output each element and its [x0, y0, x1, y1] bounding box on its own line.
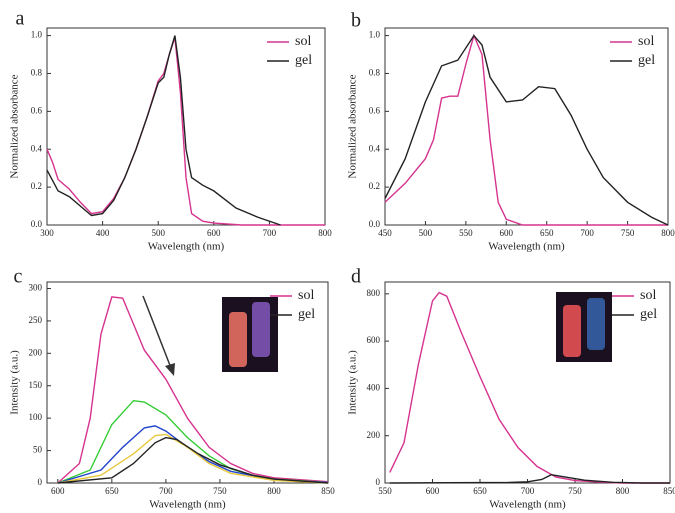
x-tick-label: 600 [207, 228, 221, 238]
y-tick-label: 200 [367, 430, 381, 440]
arrow [142, 295, 172, 369]
y-tick-label: 1.0 [369, 30, 381, 40]
x-tick-label: 750 [213, 486, 227, 496]
line-series [46, 37, 325, 226]
y-axis-title: Intensity (a.u.) [347, 350, 359, 415]
legend-label: gel [638, 53, 655, 68]
panel-label: d [351, 266, 361, 288]
plot-frame [46, 281, 329, 484]
x-tick-label: 500 [151, 228, 165, 238]
vial [252, 302, 270, 357]
line-series [389, 473, 670, 484]
y-tick-label: 400 [367, 382, 381, 392]
y-tick-label: 0.6 [369, 105, 381, 115]
y-axis-title: Intensity (a.u.) [9, 350, 21, 415]
vial [229, 312, 247, 367]
y-tick-label: 200 [29, 347, 43, 357]
x-tick-label: 650 [105, 486, 119, 496]
y-tick-label: 1.0 [31, 30, 43, 40]
plot-frame [384, 27, 669, 226]
y-tick-label: 0.2 [369, 181, 380, 191]
line-series [46, 35, 281, 226]
y-axis-title: Normalized absorbance [347, 74, 359, 178]
x-tick-label: 300 [40, 228, 54, 238]
x-axis-title: Wavelength (nm) [149, 499, 226, 511]
x-tick-label: 800 [318, 228, 332, 238]
x-axis-title: Wavelength (nm) [488, 241, 565, 253]
y-tick-label: 100 [29, 412, 43, 422]
x-tick-label: 700 [521, 486, 535, 496]
x-tick-label: 450 [378, 228, 392, 238]
x-tick-label: 400 [96, 228, 110, 238]
vial [587, 298, 605, 350]
y-tick-label: 0.2 [31, 181, 42, 191]
x-tick-label: 700 [159, 486, 173, 496]
x-tick-label: 800 [267, 486, 281, 496]
legend-label: sol [295, 34, 311, 49]
x-tick-label: 750 [621, 228, 635, 238]
x-tick-label: 500 [419, 228, 433, 238]
y-tick-label: 0.8 [369, 68, 381, 78]
y-tick-label: 0.0 [369, 219, 381, 229]
y-tick-label: 600 [367, 335, 381, 345]
line-series [57, 425, 329, 484]
legend-label: sol [640, 288, 656, 303]
y-tick-label: 150 [29, 380, 43, 390]
line-series [384, 34, 669, 226]
x-tick-label: 550 [378, 486, 392, 496]
x-axis-title: Wavelength (nm) [148, 241, 225, 253]
x-tick-label: 800 [661, 228, 675, 238]
x-tick-label: 850 [663, 486, 675, 496]
x-tick-label: 750 [568, 486, 582, 496]
y-tick-label: 800 [367, 288, 381, 298]
line-series [57, 436, 329, 484]
panel-label: c [14, 266, 23, 288]
vial [563, 305, 581, 357]
x-tick-label: 600 [500, 228, 514, 238]
x-tick-label: 700 [263, 228, 277, 238]
y-tick-label: 50 [33, 445, 43, 455]
line-series [57, 433, 329, 484]
legend-label: gel [295, 53, 312, 68]
x-tick-label: 700 [580, 228, 594, 238]
y-tick-label: 0 [38, 477, 43, 487]
y-tick-label: 300 [29, 283, 43, 293]
x-tick-label: 850 [321, 486, 335, 496]
y-tick-label: 0.6 [31, 105, 43, 115]
line-series [389, 291, 670, 484]
legend-label: gel [298, 307, 315, 322]
y-axis-title: Normalized absorbance [9, 74, 21, 178]
line-series [57, 296, 329, 484]
x-tick-label: 600 [426, 486, 440, 496]
line-series [384, 33, 668, 226]
legend-label: sol [298, 288, 314, 303]
panel-label: b [351, 10, 361, 32]
y-tick-label: 0 [376, 477, 381, 487]
y-tick-label: 0.4 [369, 143, 381, 153]
arrow-head [165, 363, 175, 376]
y-tick-label: 0.0 [31, 219, 43, 229]
x-tick-label: 650 [540, 228, 554, 238]
x-tick-label: 600 [51, 486, 65, 496]
plot-frame [46, 27, 326, 226]
panel-label: a [16, 8, 25, 30]
y-tick-label: 0.8 [31, 68, 43, 78]
x-tick-label: 550 [459, 228, 473, 238]
y-tick-label: 250 [29, 315, 43, 325]
plot-frame [384, 281, 671, 484]
legend-label: gel [640, 307, 657, 322]
x-tick-label: 800 [616, 486, 630, 496]
x-axis-title: Wavelength (nm) [489, 499, 566, 511]
legend-label: sol [638, 34, 654, 49]
y-tick-label: 0.4 [31, 143, 43, 153]
x-tick-label: 650 [473, 486, 487, 496]
